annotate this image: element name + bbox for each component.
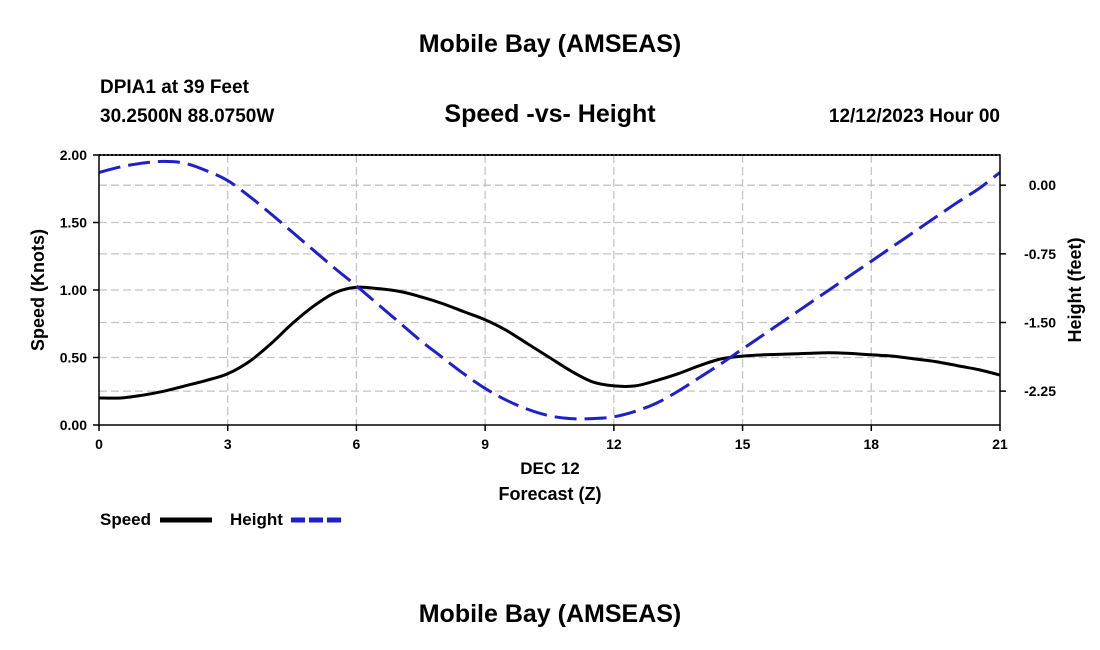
page-title: Mobile Bay (AMSEAS) bbox=[418, 30, 682, 58]
station-coordinates: 30.2500N 88.0750W bbox=[100, 106, 275, 127]
y2-axis-label: Height (feet) bbox=[1065, 238, 1085, 343]
x-tick-label: 3 bbox=[224, 436, 232, 452]
y-tick-label: 0.00 bbox=[60, 417, 87, 433]
chart-subtitle: Speed -vs- Height bbox=[444, 100, 656, 128]
x-date-label: DEC 12 bbox=[520, 459, 580, 478]
x-tick-label: 0 bbox=[95, 436, 103, 452]
series-layer bbox=[98, 159, 1001, 421]
x-tick-label: 15 bbox=[735, 436, 751, 452]
y-axis-label: Speed (Knots) bbox=[28, 229, 48, 351]
y-tick-label: 1.50 bbox=[60, 215, 87, 231]
series-line-height bbox=[98, 159, 1001, 421]
x-axis-label: Forecast (Z) bbox=[498, 484, 601, 504]
legend-label-speed: Speed bbox=[100, 510, 151, 529]
x-tick-label: 9 bbox=[481, 436, 489, 452]
y2-tick-label: -2.25 bbox=[1024, 383, 1056, 399]
y-tick-label: 1.00 bbox=[60, 282, 87, 298]
forecast-datetime: 12/12/2023 Hour 00 bbox=[828, 106, 1000, 127]
axes-layer: 0 3 6 9 12 15 18 21 0.00 0.50 1.00 1.50 2.00 0.00 -0.7… bbox=[60, 147, 1056, 452]
station-label: DPIA1 at 39 Feet bbox=[100, 77, 249, 98]
series-line-speed bbox=[98, 285, 1001, 400]
footer-title: Mobile Bay (AMSEAS) bbox=[418, 600, 682, 628]
x-tick-label: 18 bbox=[863, 436, 879, 452]
y-tick-label: 0.50 bbox=[60, 350, 87, 366]
y2-tick-label: -0.75 bbox=[1024, 246, 1056, 262]
y2-tick-label: 0.00 bbox=[1029, 177, 1056, 193]
x-tick-label: 12 bbox=[606, 436, 622, 452]
y-tick-label: 2.00 bbox=[60, 147, 87, 163]
x-tick-label: 6 bbox=[353, 436, 361, 452]
grid-lines bbox=[99, 155, 1000, 425]
y2-tick-label: -1.50 bbox=[1024, 314, 1056, 330]
x-tick-label: 21 bbox=[992, 436, 1008, 452]
legend-label-height: Height bbox=[230, 510, 283, 529]
legend: Speed Height bbox=[100, 510, 343, 529]
